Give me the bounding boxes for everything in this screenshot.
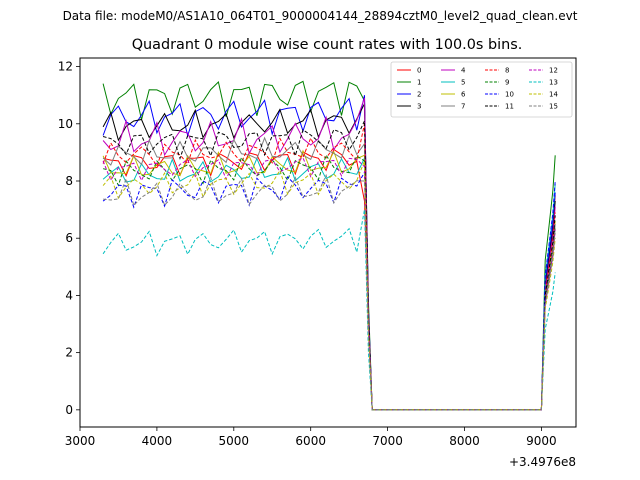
series-line-6 bbox=[102, 149, 556, 411]
series-line-8 bbox=[102, 123, 556, 411]
y-tick-label: 0 bbox=[65, 403, 73, 417]
legend-label: 3 bbox=[417, 103, 421, 111]
y-tick-label: 2 bbox=[65, 346, 73, 360]
plot-area-frame bbox=[79, 57, 577, 428]
series-line-3 bbox=[102, 103, 556, 411]
legend-label: 12 bbox=[549, 67, 558, 75]
series-line-5 bbox=[102, 156, 556, 411]
legend-label: 2 bbox=[417, 91, 421, 99]
legend-label: 9 bbox=[505, 79, 509, 87]
legend-label: 5 bbox=[461, 79, 465, 87]
legend-label: 0 bbox=[417, 67, 421, 75]
series-line-12 bbox=[102, 157, 556, 411]
series-line-10 bbox=[102, 170, 556, 411]
legend-label: 11 bbox=[505, 103, 514, 111]
y-tick-label: 8 bbox=[65, 174, 73, 188]
legend-label: 15 bbox=[549, 103, 558, 111]
legend-label: 8 bbox=[505, 67, 509, 75]
y-tick-label: 12 bbox=[58, 60, 73, 74]
series-line-9 bbox=[102, 153, 556, 411]
series-line-4 bbox=[102, 97, 556, 411]
y-tick-label: 10 bbox=[58, 117, 73, 131]
x-axis: 3000 4000 5000 6000 7000 8000 9000 bbox=[65, 427, 557, 448]
y-tick-label: 4 bbox=[65, 288, 73, 302]
legend-label: 10 bbox=[505, 91, 514, 99]
series-line-15 bbox=[103, 173, 556, 411]
legend-label: 7 bbox=[461, 103, 465, 111]
figure-suptitle: Data file: modeM0/AS1A10_064T01_90000041… bbox=[63, 9, 578, 23]
chart-title: Quadrant 0 module wise count rates with … bbox=[132, 37, 523, 53]
x-tick-label: 3000 bbox=[65, 434, 96, 448]
series-line-14 bbox=[102, 160, 556, 411]
legend-label: 1 bbox=[417, 79, 421, 87]
y-tick-label: 6 bbox=[65, 231, 73, 245]
x-tick-label: 7000 bbox=[372, 434, 403, 448]
legend-label: 6 bbox=[461, 91, 466, 99]
x-tick-label: 8000 bbox=[449, 434, 480, 448]
x-offset-label: +3.4976e8 bbox=[509, 455, 576, 469]
x-tick-label: 6000 bbox=[295, 434, 326, 448]
plot-lines bbox=[102, 80, 556, 411]
legend-label: 14 bbox=[549, 91, 558, 99]
legend-label: 4 bbox=[461, 67, 466, 75]
legend-box bbox=[390, 61, 573, 118]
x-tick-label: 4000 bbox=[142, 434, 173, 448]
x-tick-label: 5000 bbox=[219, 434, 250, 448]
legend-label: 13 bbox=[549, 79, 558, 87]
series-line-13 bbox=[102, 209, 556, 411]
x-tick-label: 9000 bbox=[526, 434, 557, 448]
y-axis: 0 2 4 6 8 10 12 bbox=[58, 60, 80, 417]
